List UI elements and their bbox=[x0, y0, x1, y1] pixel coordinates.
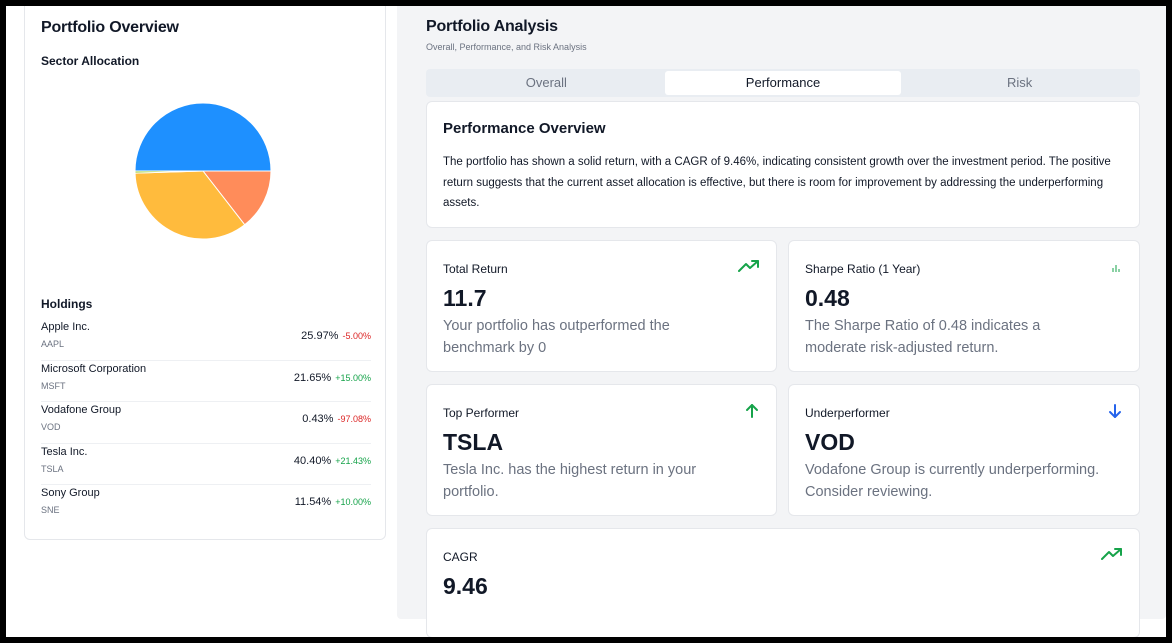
holding-weight: 21.65% bbox=[293, 371, 332, 384]
sector-allocation-title: Sector Allocation bbox=[41, 54, 140, 68]
metric-value: TSLA bbox=[443, 429, 504, 455]
pie-slice[interactable] bbox=[134, 170, 246, 240]
holding-name: Microsoft Corporation bbox=[41, 362, 147, 375]
metric-title: Underperformer bbox=[805, 406, 890, 420]
cagr-card: CAGR 9.46 bbox=[426, 528, 1140, 637]
underperformer-card: Underperformer VOD Vodafone Group is cur… bbox=[788, 384, 1140, 516]
pie-slice[interactable] bbox=[134, 170, 204, 174]
total-return-card: Total Return 11.7 Your portfolio has out… bbox=[426, 240, 777, 372]
holding-stats: 40.40% +21.43% bbox=[294, 455, 371, 467]
holding-stats: 25.97% -5.00% bbox=[301, 330, 371, 342]
metric-description: Vodafone Group is currently underperform… bbox=[805, 462, 1100, 500]
arrow-down-icon bbox=[1109, 404, 1121, 418]
tab-overall[interactable]: Overall bbox=[525, 75, 567, 90]
metric-title: Total Return bbox=[443, 262, 508, 276]
bar-chart-icon bbox=[1112, 265, 1120, 272]
holding-ticker: SNE bbox=[41, 505, 60, 515]
holding-stats: 0.43% -97.08% bbox=[302, 413, 371, 425]
page-title: Portfolio Overview bbox=[41, 19, 179, 36]
analysis-subtitle: Overall, Performance, and Risk Analysis bbox=[426, 42, 587, 52]
holding-name: Tesla Inc. bbox=[41, 445, 88, 458]
holding-ticker: MSFT bbox=[41, 380, 66, 391]
tab-performance[interactable]: Performance bbox=[664, 71, 902, 95]
metric-value: 11.7 bbox=[443, 285, 487, 311]
performance-overview-title: Performance Overview bbox=[443, 120, 606, 137]
holding-name: Apple Inc. bbox=[41, 321, 90, 333]
metric-title: Top Performer bbox=[443, 406, 520, 420]
performance-overview-text: The portfolio has shown a solid return, … bbox=[443, 156, 1111, 209]
holdings-list: Apple Inc. AAPL 25.97% -5.00% Microsoft Corp… bbox=[41, 319, 371, 527]
metric-value: 9.46 bbox=[443, 573, 488, 599]
holding-row[interactable]: Tesla Inc. TSLA 40.40% +21.43% bbox=[41, 444, 371, 485]
tab-risk[interactable]: Risk bbox=[1007, 75, 1033, 90]
holding-weight: 25.97% bbox=[301, 330, 339, 342]
holding-row[interactable]: Microsoft Corporation MSFT 21.65% +15.00% bbox=[41, 361, 371, 402]
metric-description: Your portfolio has outperformed the benc… bbox=[443, 318, 670, 356]
sharpe-ratio-card: Sharpe Ratio (1 Year) 0.48 The Sharpe Ra… bbox=[788, 240, 1140, 372]
metric-description: The Sharpe Ratio of 0.48 indicates a mod… bbox=[805, 318, 1041, 356]
arrow-up-icon bbox=[746, 404, 758, 418]
analysis-title: Portfolio Analysis bbox=[426, 18, 558, 35]
pie-slice[interactable] bbox=[134, 102, 272, 172]
holding-change: +10.00% bbox=[335, 497, 371, 507]
holding-weight: 11.54% bbox=[294, 496, 332, 508]
holding-change: -97.08% bbox=[337, 414, 371, 424]
holding-weight: 0.43% bbox=[302, 413, 334, 425]
pie-slice[interactable] bbox=[201, 170, 272, 226]
app-stage: Portfolio Overview Sector Allocation Hol… bbox=[6, 6, 1166, 637]
metric-description: Tesla Inc. has the highest return in you… bbox=[443, 462, 697, 500]
metric-title: CAGR bbox=[443, 550, 478, 564]
trending-up-icon bbox=[1101, 548, 1122, 560]
metric-value: 0.48 bbox=[805, 285, 850, 311]
holding-ticker: TSLA bbox=[41, 463, 64, 474]
holding-ticker: VOD bbox=[41, 422, 61, 432]
holding-name: Sony Group bbox=[41, 487, 100, 499]
holding-change: +21.43% bbox=[335, 455, 371, 466]
performance-overview-card: Performance Overview The portfolio has s… bbox=[426, 101, 1140, 228]
holding-ticker: AAPL bbox=[41, 339, 65, 349]
holding-row[interactable]: Vodafone Group VOD 0.43% -97.08% bbox=[41, 402, 371, 444]
holding-change: +15.00% bbox=[335, 372, 371, 383]
analysis-tabs: Overall Performance Risk bbox=[426, 69, 1140, 97]
holding-name: Vodafone Group bbox=[41, 404, 122, 416]
holdings-title: Holdings bbox=[41, 297, 93, 311]
metric-title: Sharpe Ratio (1 Year) bbox=[805, 262, 921, 276]
holding-row[interactable]: Apple Inc. AAPL 25.97% -5.00% bbox=[41, 319, 371, 361]
holding-stats: 11.54% +10.00% bbox=[295, 496, 371, 508]
portfolio-analysis-panel: Portfolio Analysis Overall, Performance,… bbox=[397, 6, 1166, 637]
holding-row[interactable]: Sony Group SNE 11.54% +10.00% bbox=[41, 485, 371, 527]
top-performer-card: Top Performer TSLA Tesla Inc. has the hi… bbox=[426, 384, 777, 516]
holding-change: -5.00% bbox=[342, 331, 371, 341]
portfolio-overview-panel: Portfolio Overview Sector Allocation Hol… bbox=[24, 6, 386, 540]
trending-up-icon bbox=[738, 260, 759, 272]
sector-allocation-pie-chart bbox=[134, 102, 272, 240]
metric-value: VOD bbox=[805, 429, 855, 455]
holding-stats: 21.65% +15.00% bbox=[294, 372, 371, 384]
holding-weight: 40.40% bbox=[293, 454, 332, 467]
